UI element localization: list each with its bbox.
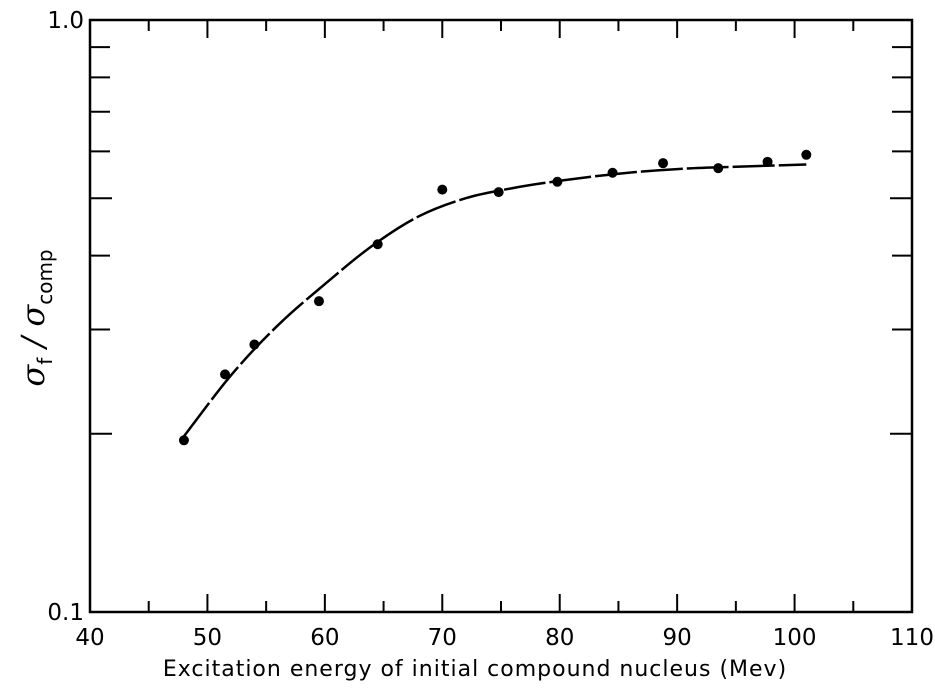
y-axis-label: σf / σcomp — [14, 249, 57, 386]
data-point — [493, 187, 504, 198]
y-label-symbol-numerator: σ — [14, 364, 52, 387]
data-point — [801, 149, 812, 160]
data-point — [713, 163, 724, 174]
data-point — [313, 296, 324, 307]
fit-curve-layer — [182, 163, 807, 438]
data-point — [249, 339, 260, 350]
x-tick-labels: 40 50 60 70 80 90 100 110 — [75, 625, 934, 651]
x-tick-label: 50 — [193, 625, 222, 651]
x-tick-label: 100 — [773, 625, 817, 651]
data-point — [762, 156, 773, 167]
x-tick-label: 70 — [428, 625, 457, 651]
y-tick-label: 1.0 — [47, 8, 84, 34]
data-point — [658, 158, 669, 169]
data-points-layer — [178, 149, 812, 446]
y-label-sub-numerator: f — [33, 357, 57, 365]
data-point — [552, 176, 563, 187]
plot-frame — [88, 18, 914, 614]
y-label-separator: / — [14, 327, 52, 358]
x-tick-label: 110 — [890, 625, 934, 651]
x-axis-label: Excitation energy of initial compound nu… — [163, 657, 787, 682]
fit-curve — [182, 163, 807, 438]
x-tick-label: 40 — [75, 625, 104, 651]
x-tick-label: 90 — [663, 625, 692, 651]
data-point — [607, 167, 618, 178]
x-tick-label: 60 — [310, 625, 339, 651]
data-point — [220, 369, 231, 380]
y-label-symbol-denominator: σ — [14, 304, 52, 327]
svg-text:σf / σcomp: σf / σcomp — [14, 249, 57, 386]
axis-ticks — [90, 20, 912, 612]
x-tick-label: 80 — [545, 625, 574, 651]
data-point — [178, 435, 189, 446]
y-tick-labels: 1.0 0.1 — [47, 8, 84, 626]
y-tick-label: 0.1 — [47, 600, 84, 626]
data-point — [372, 239, 383, 250]
data-point — [437, 184, 448, 195]
y-label-sub-denominator: comp — [33, 249, 57, 304]
